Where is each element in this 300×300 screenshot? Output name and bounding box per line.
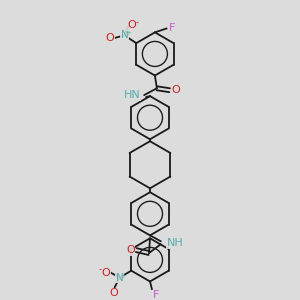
Text: N: N [116, 273, 123, 283]
Text: F: F [153, 290, 159, 300]
Text: O: O [171, 85, 180, 95]
Text: O: O [109, 288, 118, 298]
Text: O: O [127, 20, 136, 31]
Text: +: + [125, 30, 131, 36]
Text: O: O [101, 268, 110, 278]
Text: -: - [136, 18, 139, 27]
Text: -: - [98, 265, 101, 274]
Text: HN: HN [123, 90, 140, 100]
Text: NH: NH [167, 238, 183, 248]
Text: O: O [126, 245, 135, 255]
Text: F: F [169, 23, 176, 33]
Text: N: N [121, 30, 128, 40]
Text: O: O [105, 33, 114, 43]
Text: +: + [121, 273, 126, 279]
